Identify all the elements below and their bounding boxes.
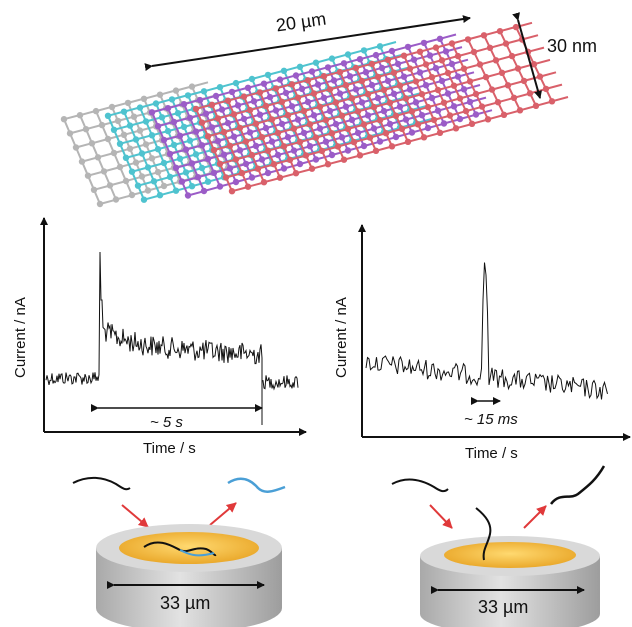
outgoing-molecule-right (550, 465, 606, 505)
right-electrode-size-label: 33 µm (478, 597, 529, 617)
bond (379, 41, 397, 48)
right-duration-label: ~ 15 ms (464, 411, 518, 428)
left-current-trace (45, 251, 299, 425)
nanotube-shell-3 (192, 21, 569, 195)
contacting-molecule-right (475, 507, 492, 561)
bond (533, 58, 551, 66)
incoming-molecule-left (72, 476, 131, 491)
right-x-axis-label: Time / s (465, 445, 518, 462)
incoming-molecule-right (391, 478, 449, 493)
bond (539, 71, 557, 78)
outgoing-molecule-left (227, 477, 286, 493)
leave-arrow-left (209, 502, 237, 526)
bond (551, 96, 569, 103)
left-electrode-schematic (72, 476, 286, 627)
approach-arrow-left (121, 504, 149, 528)
gold-disk-left (119, 532, 259, 564)
diameter-dimension-arrow (512, 12, 542, 99)
bond (521, 34, 539, 41)
carbon-nanotube-illustration (60, 12, 569, 208)
nanotube-diameter-label: 30 nm (547, 36, 598, 56)
adsorbed-molecule-left-blue (179, 549, 215, 557)
right-current-trace (365, 262, 608, 400)
left-y-axis-label: Current / nA (12, 297, 29, 378)
bond (439, 33, 457, 40)
right-y-axis-label: Current / nA (333, 297, 350, 378)
left-x-axis-label: Time / s (143, 440, 196, 457)
bond (545, 83, 563, 90)
right-electrode-schematic (391, 465, 606, 627)
right-trace-plot (358, 224, 631, 441)
left-duration-label: ~ 5 s (150, 414, 183, 431)
left-electrode-size-label: 33 µm (160, 593, 211, 613)
length-dimension-arrow (144, 15, 471, 71)
bond (191, 81, 209, 88)
nanotube-lattice (60, 21, 569, 208)
approach-arrow-right (429, 504, 453, 529)
leave-arrow-right (523, 505, 547, 529)
left-trace-plot (40, 217, 307, 436)
gold-disk-right (444, 542, 576, 568)
